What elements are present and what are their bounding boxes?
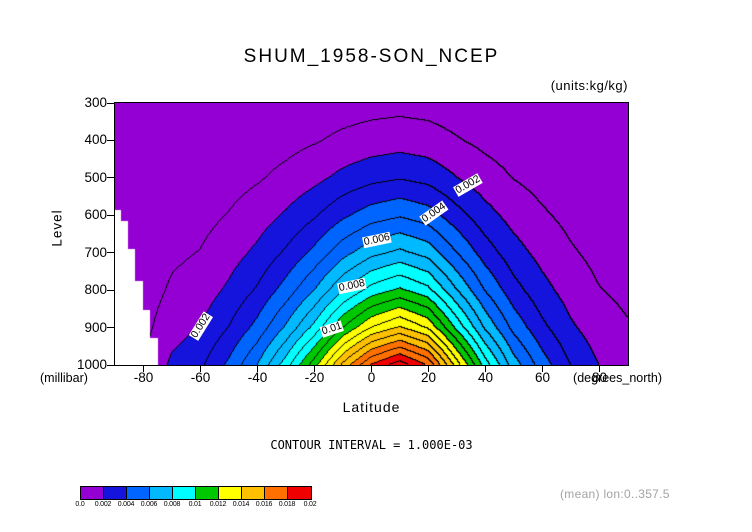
- y-axis-tick-label: 800: [84, 282, 107, 298]
- colorbar-tick-label: 0.014: [232, 501, 250, 508]
- y-axis-tick-label: 400: [84, 132, 107, 148]
- colorbar-tick-label: 0.002: [94, 501, 112, 508]
- x-axis-tick: [314, 365, 315, 372]
- contour-interval-note: CONTOUR INTERVAL = 1.000E-03: [270, 438, 473, 452]
- colorbar-tick-label: 0.008: [163, 501, 181, 508]
- x-axis-tick-label: 60: [534, 370, 551, 385]
- y-axis-tick: [107, 252, 114, 254]
- plot-title: SHUM_1958-SON_NCEP: [243, 46, 500, 67]
- y-axis-tick-label: 700: [84, 244, 107, 260]
- colorbar-tick-label: 0.012: [209, 501, 227, 508]
- y-axis-tick-label: 900: [84, 319, 107, 335]
- x-axis-tick-label: 40: [477, 370, 494, 385]
- x-axis-tick-label: 0: [367, 370, 376, 385]
- colorbar-tick-label: 0.0: [75, 501, 85, 508]
- colorbar-tick-label: 0.006: [140, 501, 158, 508]
- colorbar-tick-label: 0.018: [278, 501, 296, 508]
- y-axis-unit: (millibar): [40, 371, 88, 385]
- x-axis-tick: [599, 365, 600, 372]
- x-axis-tick: [371, 365, 372, 372]
- colorbar-cell: [104, 487, 127, 499]
- x-axis-unit: (degrees_north): [573, 371, 662, 385]
- colorbar: [80, 486, 312, 500]
- colorbar-tick-label: 0.01: [188, 501, 202, 508]
- colorbar-cell: [219, 487, 242, 499]
- x-axis-tick-label: -40: [247, 370, 268, 385]
- y-axis-tick: [107, 214, 114, 216]
- colorbar-cell: [81, 487, 104, 499]
- x-axis-tick: [200, 365, 201, 372]
- y-axis-tick-label: 1000: [76, 357, 107, 372]
- colorbar-cell: [242, 487, 265, 499]
- y-axis-tick: [107, 289, 114, 291]
- y-axis-tick: [107, 364, 114, 366]
- colorbar-cell: [150, 487, 173, 499]
- y-axis-tick-label: 600: [84, 207, 107, 223]
- x-axis-tick: [428, 365, 429, 372]
- x-axis-tick-label: 80: [591, 370, 608, 385]
- colorbar-cell: [288, 487, 311, 499]
- colorbar-tick-label: 0.004: [117, 501, 135, 508]
- x-axis-tick-label: -20: [304, 370, 325, 385]
- x-axis-tick: [143, 365, 144, 372]
- y-axis-tick-label: 500: [84, 169, 107, 185]
- colorbar-cell: [196, 487, 219, 499]
- colorbar-cell: [265, 487, 288, 499]
- colorbar-tick-label: 0.016: [255, 501, 273, 508]
- y-axis-label: Level: [49, 209, 65, 247]
- colorbar-tick-label: 0.02: [303, 501, 317, 508]
- x-axis-tick-label: -60: [190, 370, 211, 385]
- colorbar-cell: [173, 487, 196, 499]
- x-axis-tick-label: -80: [133, 370, 154, 385]
- y-axis-tick-label: 300: [84, 95, 107, 110]
- x-axis-tick: [542, 365, 543, 372]
- units-label: (units:kg/kg): [550, 78, 628, 93]
- y-axis-tick: [107, 327, 114, 329]
- y-axis-tick: [107, 139, 114, 141]
- mean-note: (mean) lon:0..357.5: [560, 487, 670, 501]
- y-axis-tick: [107, 102, 114, 104]
- y-axis-tick: [107, 177, 114, 179]
- x-axis-label: Latitude: [342, 399, 401, 415]
- x-axis-tick: [257, 365, 258, 372]
- x-axis-tick: [485, 365, 486, 372]
- colorbar-cell: [127, 487, 150, 499]
- x-axis-tick-label: 20: [420, 370, 437, 385]
